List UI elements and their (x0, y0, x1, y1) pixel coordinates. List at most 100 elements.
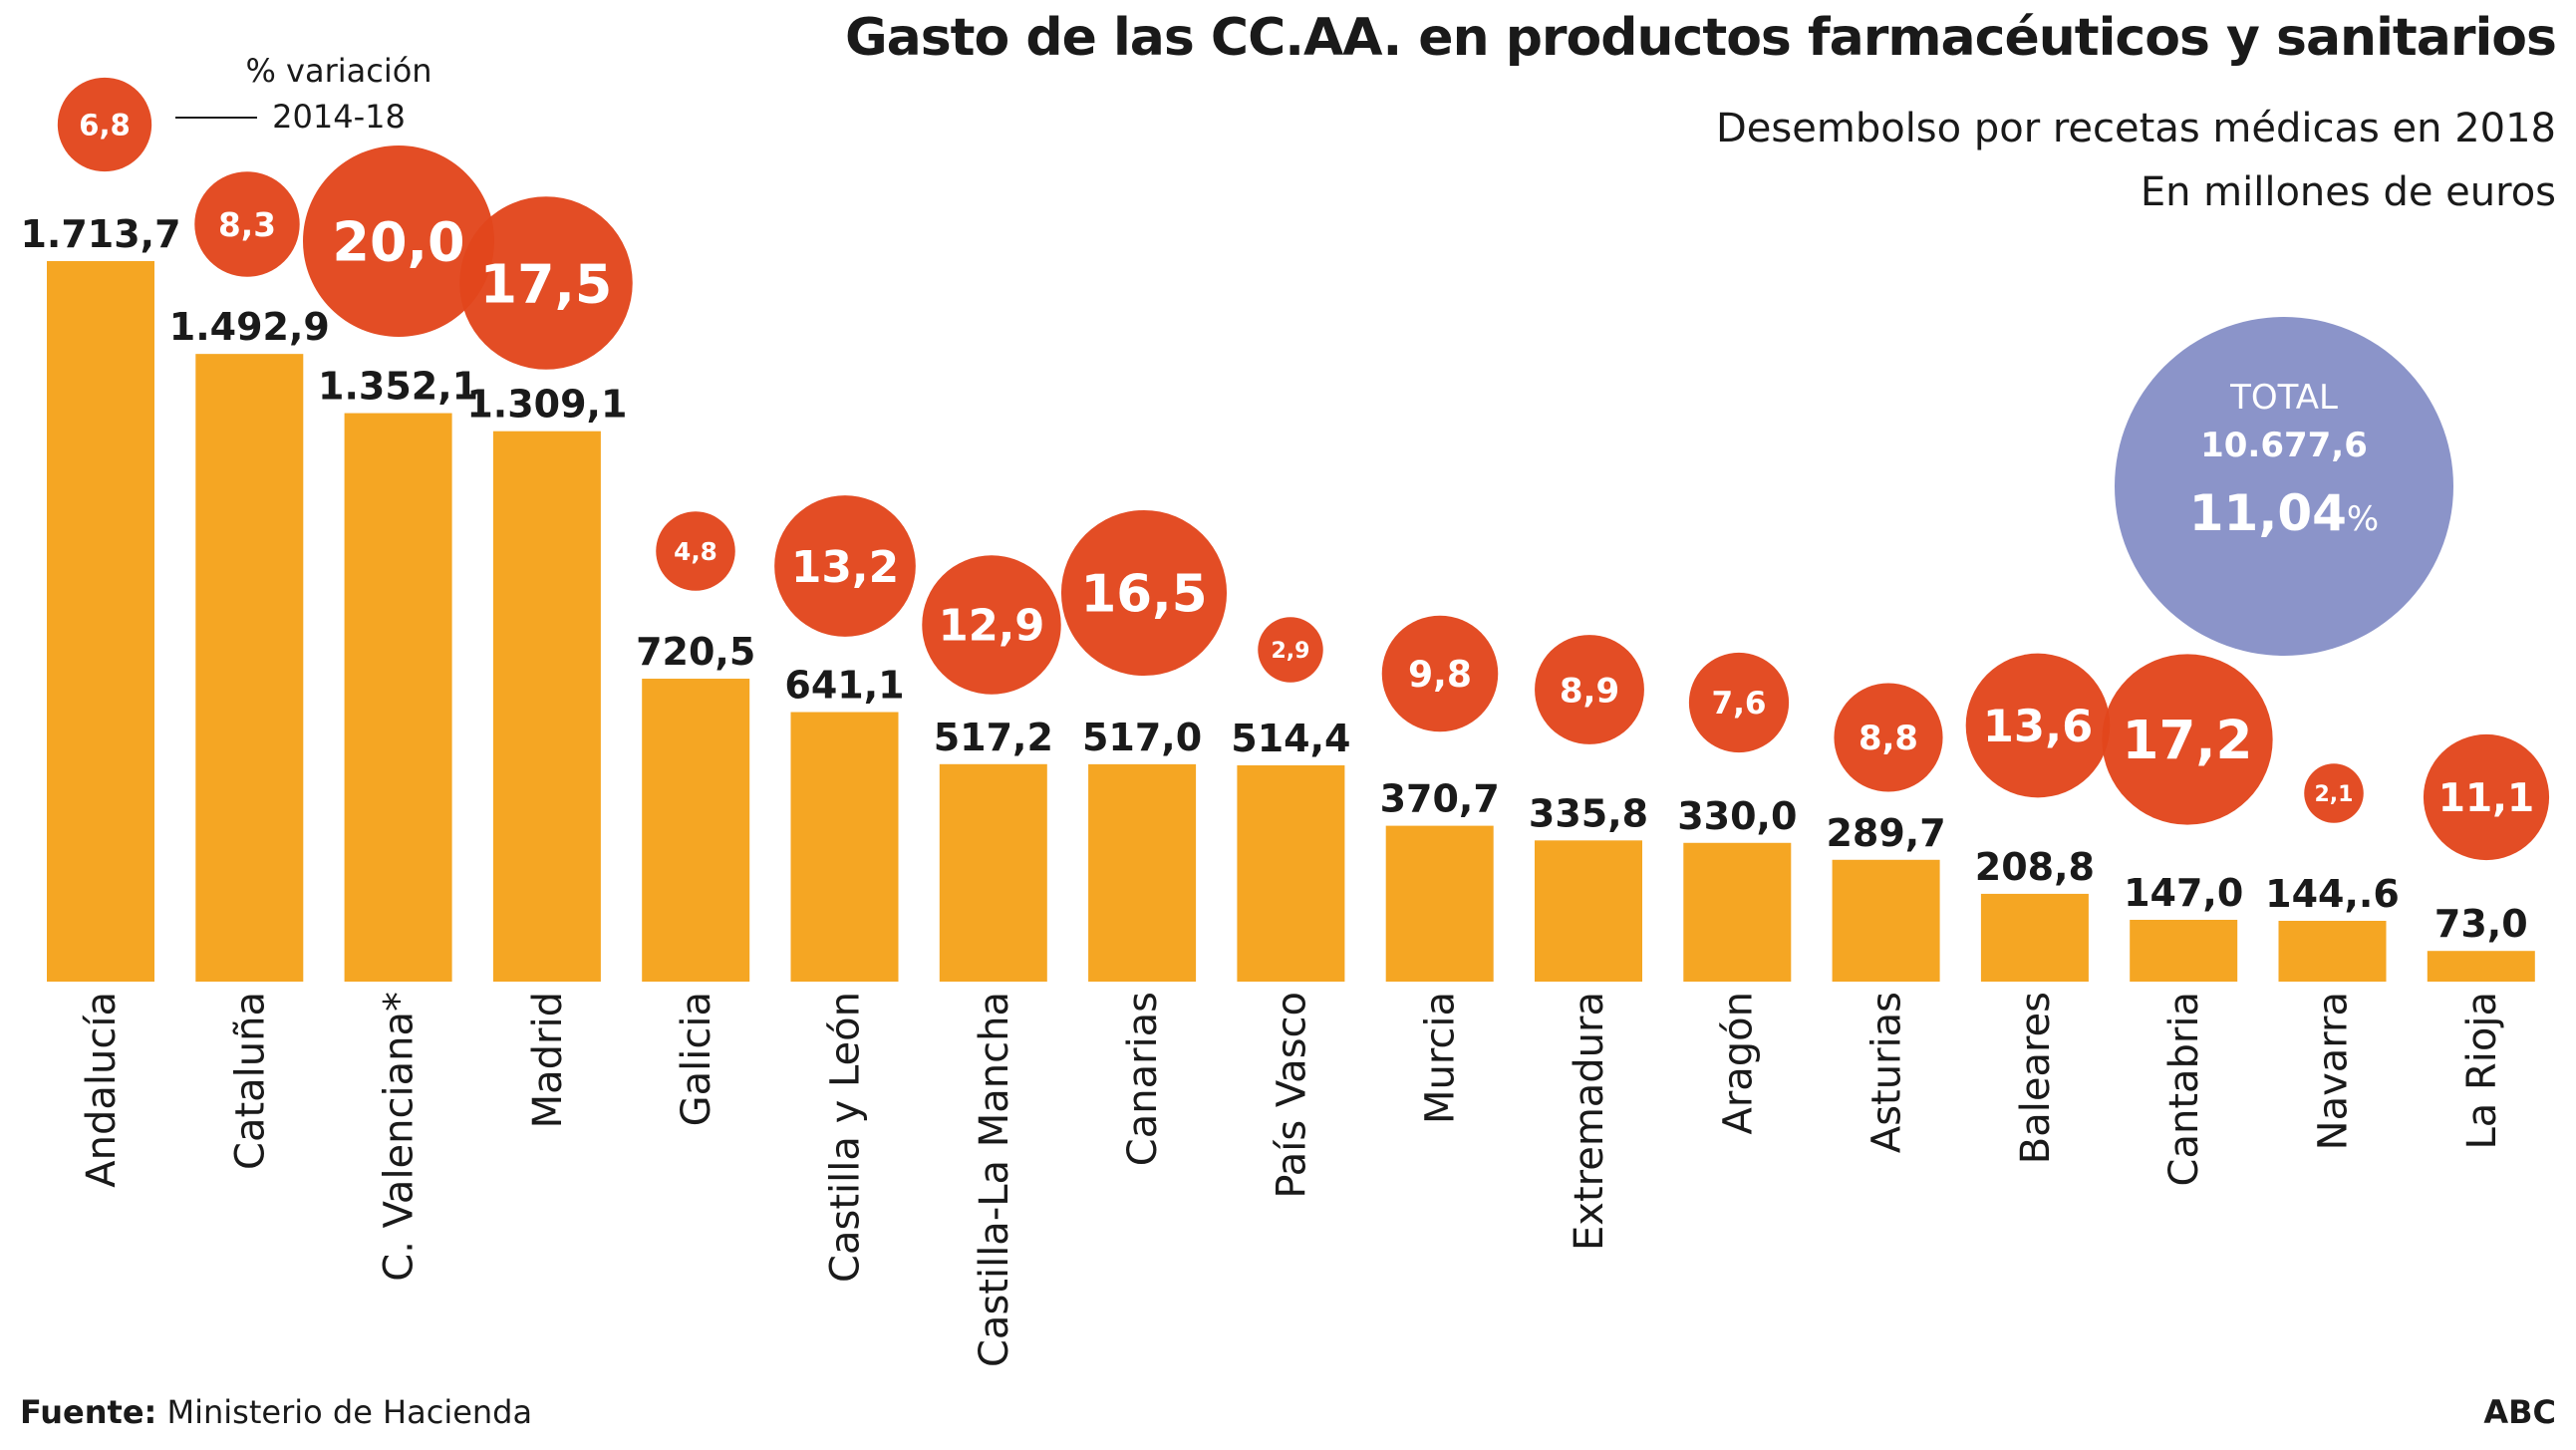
variation-bubble (1834, 683, 1943, 792)
category-label: Galicia (674, 992, 719, 1126)
variation-label: 8,8 (1859, 719, 1918, 757)
bar (642, 679, 750, 982)
variation-label: 8,3 (218, 206, 276, 244)
variation-label: 9,8 (1408, 653, 1472, 696)
bar (1980, 893, 2089, 982)
category-label: Cantabria (2161, 992, 2207, 1186)
total-bubble (2115, 317, 2453, 656)
variation-bubble (1535, 635, 1644, 744)
bar-value-label: 720,5 (636, 630, 755, 674)
category-label: Andalucía (79, 992, 125, 1188)
category-label: Canarias (1120, 992, 1166, 1166)
category-label: Navarra (2311, 992, 2357, 1150)
category-label: Cataluña (227, 992, 273, 1170)
publisher-credit: ABC (2483, 1393, 2556, 1431)
variation-label: 20,0 (332, 210, 464, 273)
variation-bubble (1688, 652, 1790, 753)
category-label: Baleares (2013, 992, 2059, 1164)
variation-bubble (2423, 733, 2550, 861)
chart-title: Gasto de las CC.AA. en productos farmacé… (844, 8, 2557, 68)
bar-value-label: 1.713,7 (20, 212, 180, 256)
bar (1832, 859, 1940, 982)
variation-label: 8,9 (1560, 671, 1619, 711)
total-label: TOTAL (2229, 378, 2338, 418)
category-label: Asturias (1864, 992, 1910, 1153)
bar-value-label: 641,1 (784, 664, 904, 708)
variation-label: 2,1 (2315, 782, 2354, 807)
bar (939, 763, 1047, 982)
bar-value-label: 1.352,1 (318, 365, 478, 409)
variation-bubble (2304, 763, 2364, 823)
category-label: País Vasco (1269, 992, 1314, 1199)
variation-bubble (774, 495, 916, 637)
category-label: Aragón (1715, 992, 1761, 1135)
variation-label: 2,9 (1272, 639, 1310, 664)
variation-label: 13,6 (1983, 700, 2094, 752)
bar (195, 354, 304, 982)
total-variation: 11,04% (2189, 484, 2379, 542)
category-label: Extremadura (1567, 992, 1612, 1251)
source-text: Ministerio de Hacienda (166, 1393, 533, 1431)
bar-value-label: 1.309,1 (466, 383, 627, 427)
variation-bubble (656, 511, 735, 591)
bar (492, 431, 601, 982)
bar-value-label: 370,7 (1380, 777, 1500, 821)
bar (1535, 840, 1642, 982)
bar (2278, 920, 2387, 982)
bar-value-label: 147,0 (2124, 871, 2243, 915)
variation-label: 17,5 (480, 252, 613, 315)
category-label: Castilla-La Mancha (972, 992, 1017, 1367)
bar (790, 712, 899, 982)
chart-units: En millones de euros (2140, 169, 2556, 215)
variation-label: 4,8 (674, 537, 717, 566)
bar (1683, 842, 1792, 982)
source-note: Fuente: Ministerio de Hacienda (20, 1393, 532, 1431)
variation-bubble (1965, 653, 2111, 798)
variation-label: 17,2 (2123, 710, 2253, 771)
total-variation-unit: % (2347, 499, 2379, 539)
variation-bubble (2102, 654, 2273, 825)
variation-bubble (459, 196, 633, 370)
variation-bubble (194, 171, 300, 277)
bar-value-label: 330,0 (1677, 794, 1797, 838)
variation-label: 16,5 (1080, 565, 1207, 625)
category-label: C. Valenciana* (377, 992, 423, 1282)
bar-value-label: 289,7 (1826, 811, 1945, 855)
bar-value-label: 514,4 (1231, 717, 1350, 760)
variation-label: 7,6 (1711, 686, 1766, 722)
bar-value-label: 144,.6 (2265, 872, 2400, 916)
variation-bubble (1258, 617, 1323, 683)
total-variation-value: 11,04 (2189, 484, 2347, 542)
bar-value-label: 517,0 (1082, 716, 1202, 759)
variation-bubble (1381, 615, 1499, 732)
variation-bubble (303, 145, 494, 337)
variation-label: 13,2 (791, 542, 899, 593)
category-label: Castilla y León (823, 992, 869, 1283)
bar-value-label: 73,0 (2434, 902, 2528, 946)
bar (1385, 825, 1494, 982)
variation-label: 6,8 (79, 109, 131, 143)
legend-label: % variación (245, 52, 431, 90)
bar-value-label: 1.492,9 (169, 305, 330, 349)
variation-bubble (1060, 509, 1228, 677)
variation-label: 12,9 (939, 602, 1045, 652)
bar (47, 261, 154, 982)
bar-value-label: 335,8 (1529, 791, 1648, 835)
category-label: Madrid (525, 992, 571, 1128)
bar-value-label: 208,8 (1975, 845, 2095, 889)
legend-period: 2014-18 (272, 98, 406, 136)
source-label: Fuente: (20, 1393, 157, 1431)
variation-bubble (922, 555, 1061, 695)
chart-subtitle: Desembolso por recetas médicas en 2018 (1716, 106, 2556, 151)
bar (1237, 764, 1345, 982)
bar (2427, 951, 2535, 982)
variation-bubble (57, 77, 152, 172)
category-label: Murcia (1418, 992, 1464, 1124)
bar (1088, 763, 1197, 982)
variation-label: 11,1 (2438, 776, 2534, 821)
bar (2130, 919, 2238, 982)
total-value: 10.677,6 (2200, 426, 2368, 465)
bar (344, 413, 452, 983)
